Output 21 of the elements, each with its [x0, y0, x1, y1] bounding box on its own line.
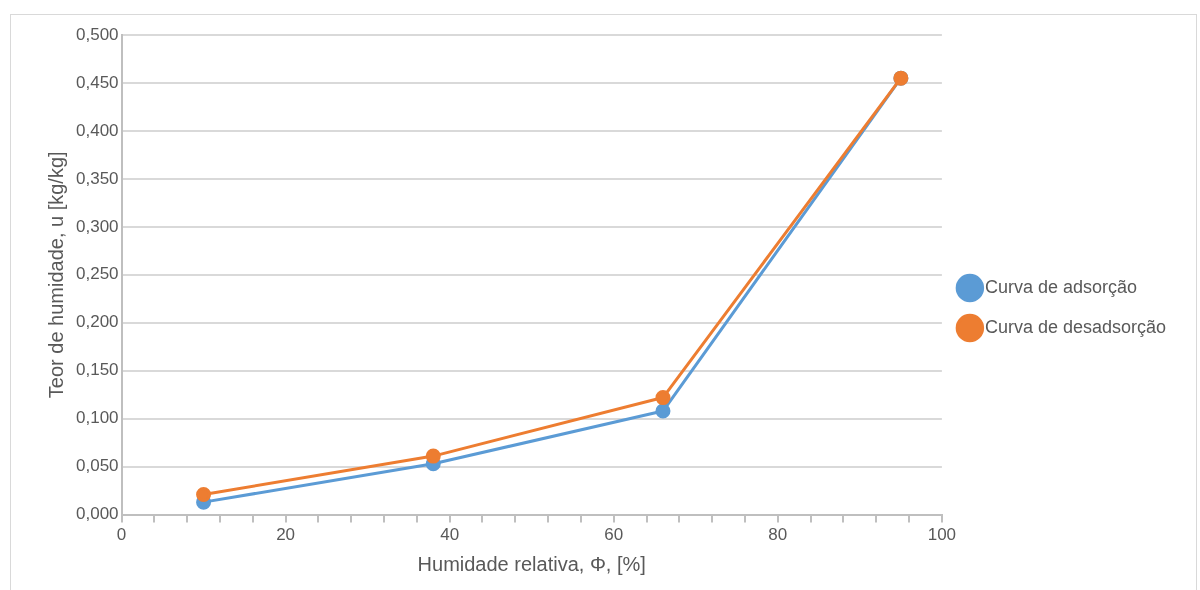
y-tick-label: 0,350	[75, 168, 119, 188]
y-tick-label: 0,400	[75, 120, 119, 140]
y-tick-label: 0,250	[75, 264, 119, 284]
y-tick-label: 0,150	[75, 360, 119, 380]
x-axis-title: Humidade relativa, Φ, [%]	[417, 552, 646, 575]
y-tick-label: 0,450	[75, 72, 119, 92]
x-tick-label: 20	[276, 525, 296, 545]
y-tick-label: 0,000	[75, 504, 119, 524]
y-axis-title: Teor de humidade, u [kg/kg]	[44, 151, 67, 399]
x-tick-label: 60	[604, 525, 624, 545]
y-tick-label: 0,500	[75, 24, 119, 44]
y-tick-label: 0,050	[75, 456, 119, 476]
x-tick-label: 80	[768, 525, 788, 545]
x-tick-label: 100	[927, 525, 957, 545]
y-tick-label: 0,100	[75, 408, 119, 428]
y-tick-label: 0,300	[75, 216, 119, 236]
x-tick-label: 40	[440, 525, 460, 545]
legend-label: Curva de adsorção	[984, 276, 1137, 297]
x-tick-label: 0	[116, 525, 127, 545]
y-tick-label: 0,200	[75, 312, 119, 332]
legend-label: Curva de desadsorção	[984, 316, 1166, 337]
